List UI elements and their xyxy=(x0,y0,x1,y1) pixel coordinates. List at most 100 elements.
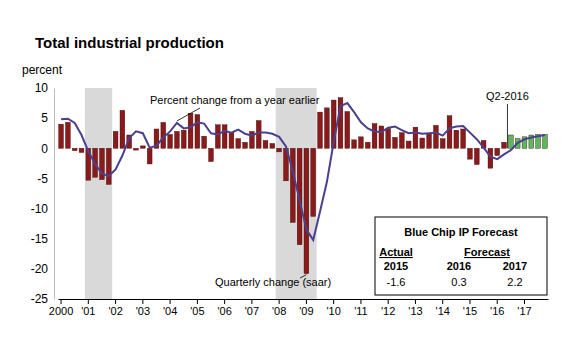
x-tick: '04 xyxy=(163,299,177,317)
y-tick-label: -25 xyxy=(31,292,49,306)
bar xyxy=(168,134,173,148)
bar xyxy=(440,139,445,149)
x-tick-mark xyxy=(279,299,280,304)
recession-band xyxy=(276,88,317,299)
x-tick: '14 xyxy=(436,299,450,317)
bar xyxy=(72,148,77,150)
bar xyxy=(379,126,384,148)
x-tick: '13 xyxy=(408,299,422,317)
bar xyxy=(352,140,357,148)
bar xyxy=(372,124,377,149)
x-tick-label: '11 xyxy=(354,305,368,317)
x-tick-mark xyxy=(524,299,525,304)
bar xyxy=(209,148,214,161)
bar xyxy=(65,122,70,148)
y-tick-label: -15 xyxy=(31,232,49,246)
y-tick: 5 xyxy=(41,111,54,125)
y-tick-label: 10 xyxy=(35,81,49,95)
x-tick-label: '07 xyxy=(245,305,259,317)
x-tick-label: '14 xyxy=(436,305,450,317)
x-tick-label: '13 xyxy=(408,305,422,317)
x-tick-mark xyxy=(306,299,307,304)
x-tick-label: '01 xyxy=(81,305,95,317)
x-tick-mark xyxy=(251,299,252,304)
x-tick-label: 2000 xyxy=(49,305,73,317)
x-tick-label: '16 xyxy=(490,305,504,317)
y-tick-label: 0 xyxy=(41,142,48,156)
line-label: Percent change from a year earlier xyxy=(150,94,320,106)
x-tick-mark xyxy=(197,299,198,304)
bar xyxy=(134,148,139,150)
x-tick: '08 xyxy=(272,299,286,317)
x-tick-label: '09 xyxy=(299,305,313,317)
forecast-table: Blue Chip IP ForecastActualForecast20152… xyxy=(375,217,547,295)
x-tick: '11 xyxy=(354,299,368,317)
y-axis-line xyxy=(54,89,55,300)
bar xyxy=(399,133,404,149)
x-tick-mark xyxy=(415,299,416,304)
bar xyxy=(454,130,459,148)
x-tick-label: '03 xyxy=(136,305,150,317)
x-tick-mark xyxy=(88,299,89,304)
table-header: Actual xyxy=(379,246,413,258)
x-tick-label: '04 xyxy=(163,305,177,317)
bar xyxy=(236,139,241,149)
x-axis: 2000'01'02'03'04'05'06'07'08'09'10'11'12… xyxy=(49,299,549,317)
bar xyxy=(420,138,425,148)
bar xyxy=(147,148,152,164)
x-tick: '02 xyxy=(108,299,122,317)
x-tick-mark xyxy=(388,299,389,304)
bar xyxy=(140,146,145,148)
x-tick-mark xyxy=(224,299,225,304)
x-tick: '12 xyxy=(381,299,395,317)
table-value: -1.6 xyxy=(387,276,406,288)
bar xyxy=(543,134,548,148)
x-tick-mark xyxy=(142,299,143,304)
x-tick-mark xyxy=(442,299,443,304)
x-axis-line xyxy=(59,299,549,300)
table-title: Blue Chip IP Forecast xyxy=(404,226,518,238)
bar xyxy=(406,141,411,148)
bar xyxy=(120,110,125,148)
bar xyxy=(427,134,432,148)
y-tick: -20 xyxy=(31,262,54,276)
bar xyxy=(243,142,248,148)
bar xyxy=(365,142,370,148)
x-tick-mark xyxy=(333,299,334,304)
x-tick: '10 xyxy=(326,299,340,317)
bar xyxy=(175,131,180,148)
bar xyxy=(318,112,323,148)
table-box xyxy=(375,217,547,295)
bar xyxy=(345,112,350,149)
y-tick: 0 xyxy=(41,142,54,156)
bar xyxy=(508,135,513,148)
y-tick-label: -10 xyxy=(31,202,49,216)
x-tick-mark xyxy=(497,299,498,304)
bar xyxy=(113,131,118,148)
bar xyxy=(277,148,282,152)
x-tick: '05 xyxy=(190,299,204,317)
bar xyxy=(59,124,64,148)
x-tick-label: '08 xyxy=(272,305,286,317)
y-axis: -25-20-15-10-50510 xyxy=(31,81,55,306)
bar xyxy=(461,129,466,148)
x-tick-label: '12 xyxy=(381,305,395,317)
bar xyxy=(215,125,220,149)
bar xyxy=(495,148,500,155)
x-tick-mark xyxy=(170,299,171,304)
table-year: 2017 xyxy=(503,260,527,272)
annotation: Q2-2016 xyxy=(486,90,529,102)
x-tick: 2000 xyxy=(49,299,73,317)
bar xyxy=(468,148,473,159)
x-tick: '17 xyxy=(517,299,531,317)
y-tick-label: -20 xyxy=(31,262,49,276)
table-header: Forecast xyxy=(464,246,510,258)
bar xyxy=(290,148,295,222)
leader-line xyxy=(177,108,200,121)
bar xyxy=(229,133,234,149)
y-axis-title: percent xyxy=(22,63,63,77)
bar xyxy=(393,137,398,148)
x-tick-mark xyxy=(115,299,116,304)
x-tick: '01 xyxy=(81,299,95,317)
y-tick: 10 xyxy=(35,81,54,95)
